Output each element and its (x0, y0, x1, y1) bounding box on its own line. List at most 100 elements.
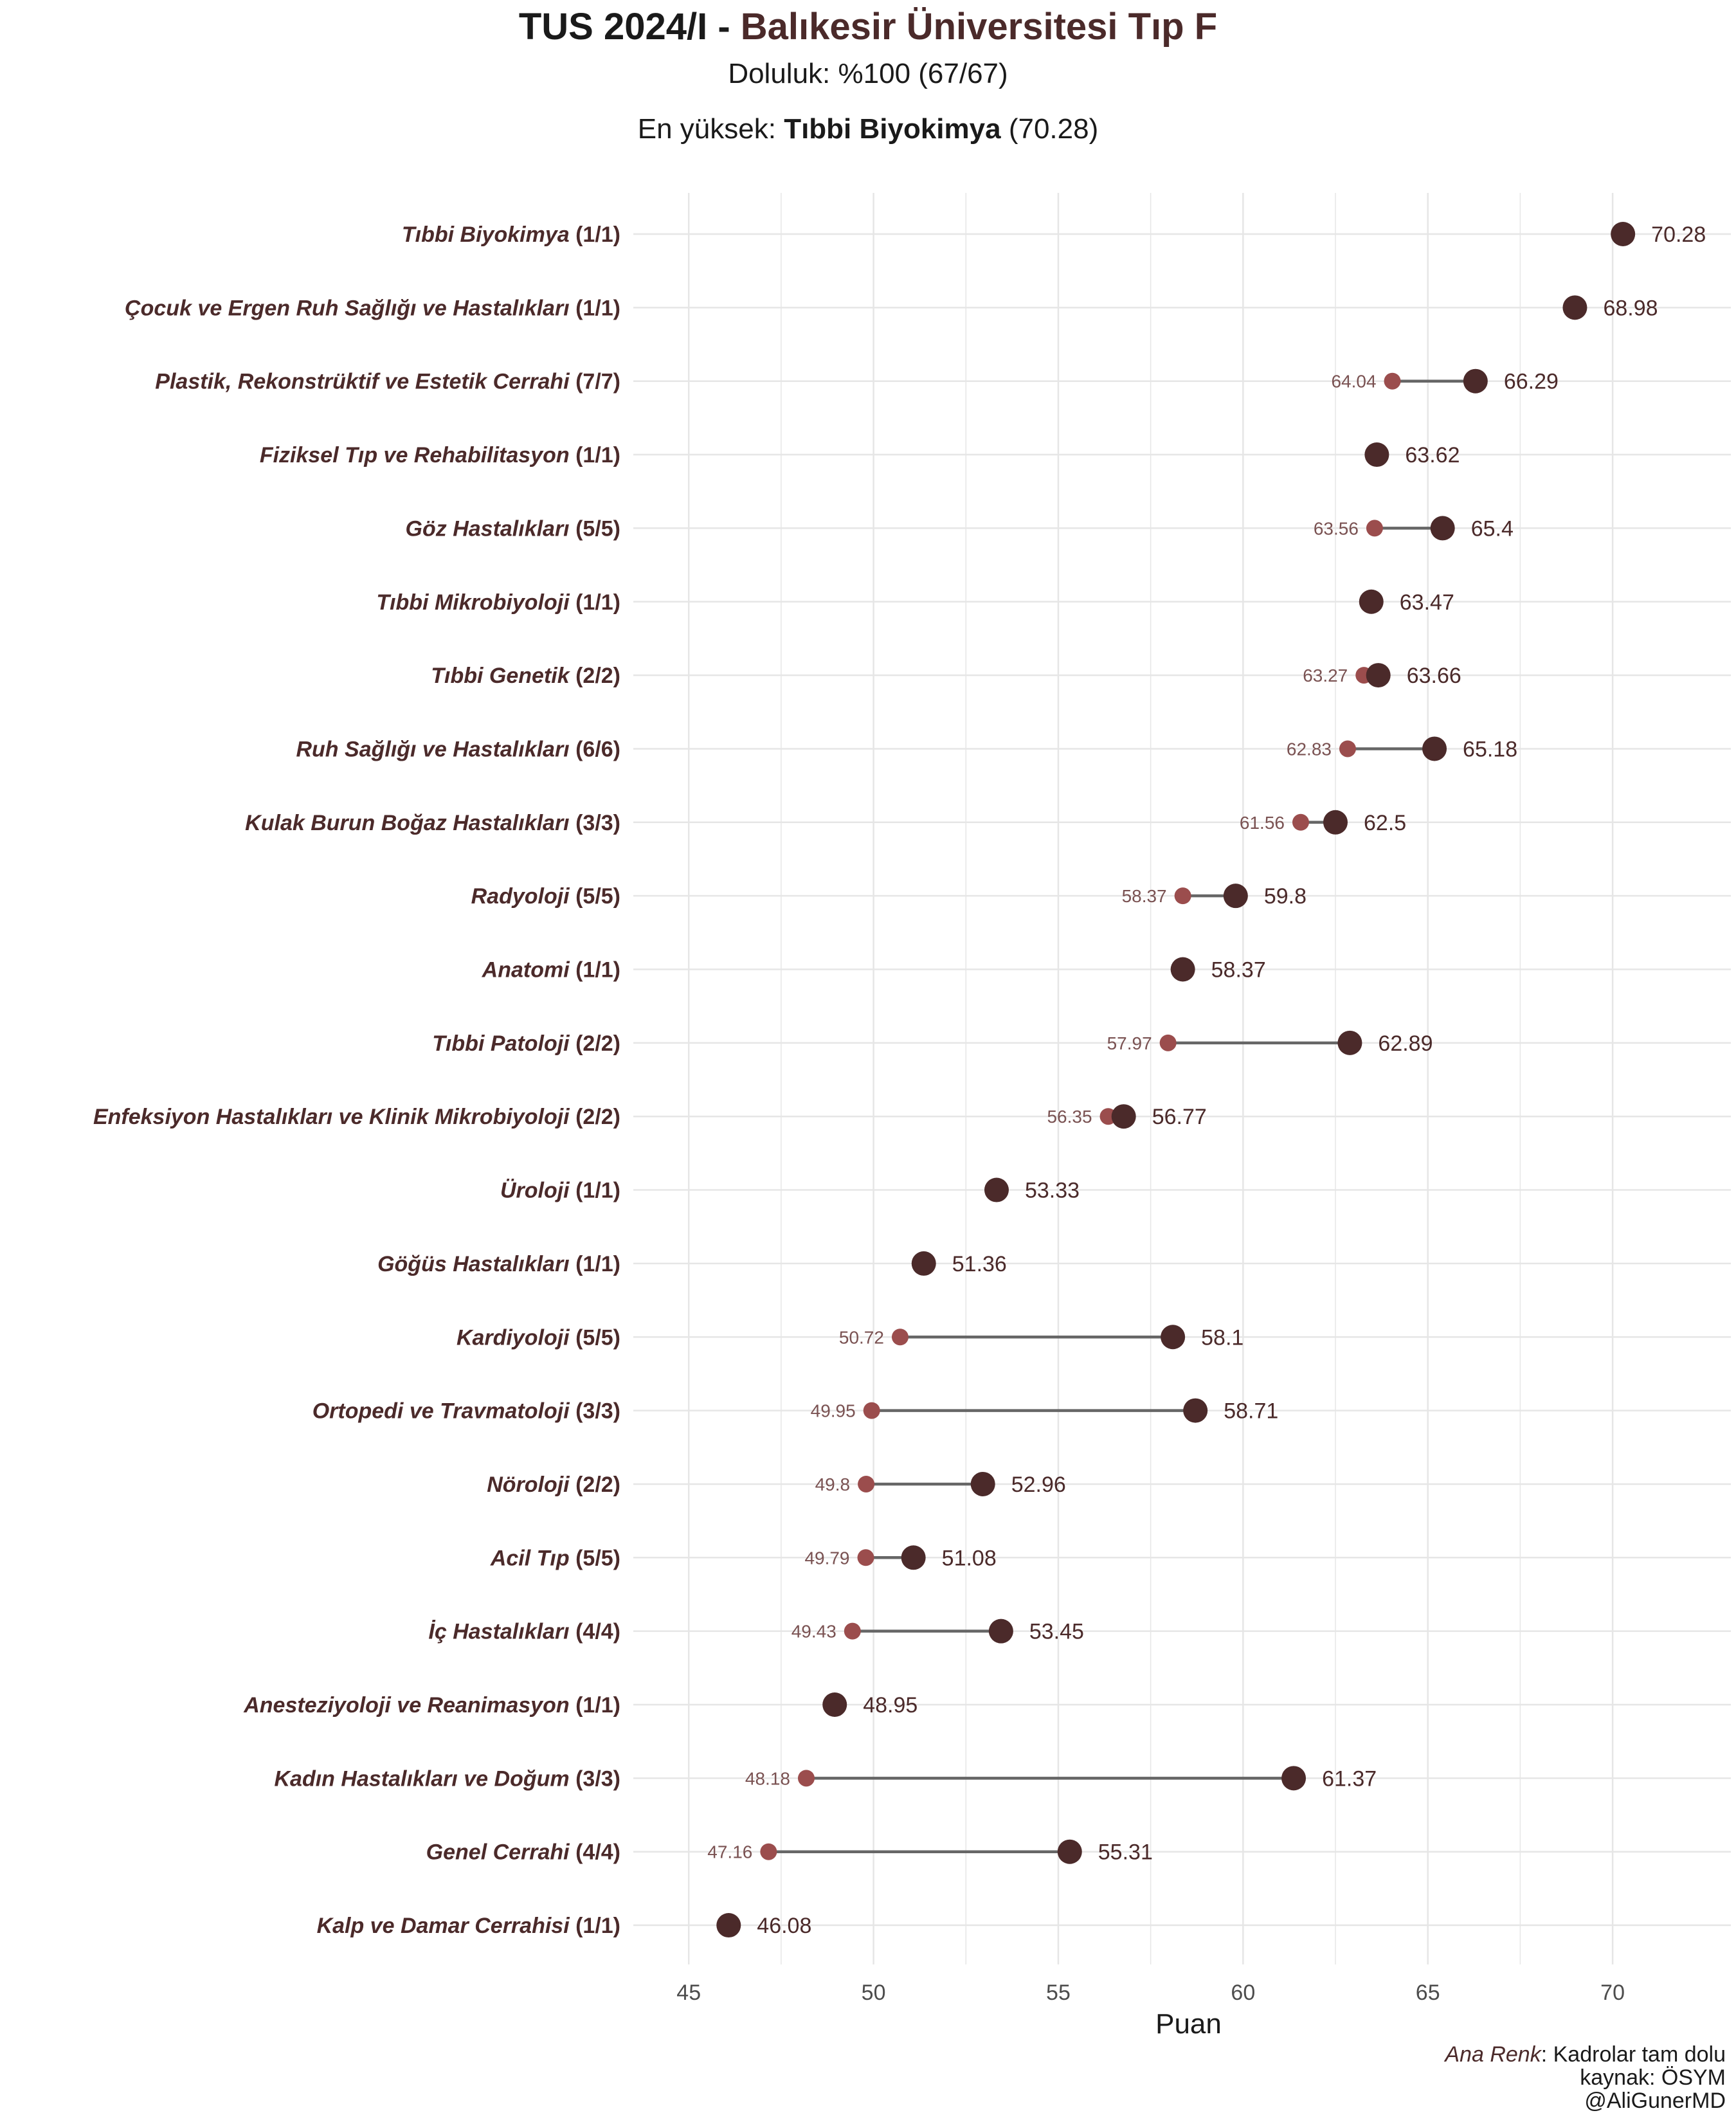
max-point (1161, 1325, 1186, 1350)
min-point (858, 1475, 875, 1492)
max-value-label: 61.37 (1322, 1766, 1377, 1791)
branch-quota: (5/5) (570, 884, 620, 909)
y-category-label: Kalp ve Damar Cerrahisi (1/1) (317, 1914, 620, 1938)
y-category-label: Tıbbi Genetik (2/2) (431, 664, 620, 688)
branch-name: Enfeksiyon Hastalıkları ve Klinik Mikrob… (93, 1105, 570, 1129)
branch-quota: (1/1) (570, 590, 620, 615)
y-category-label: Plastik, Rekonstrüktif ve Estetik Cerrah… (155, 370, 620, 394)
min-value-label: 63.56 (1314, 518, 1359, 538)
max-value-label: 63.62 (1405, 443, 1460, 467)
branch-quota: (1/1) (570, 1693, 620, 1718)
min-point (857, 1549, 874, 1566)
caption-ana-renk: Ana Renk (1445, 2042, 1541, 2067)
y-category-label: Nöroloji (2/2) (487, 1473, 620, 1497)
max-value-label: 63.66 (1407, 664, 1461, 688)
y-category-label: Çocuk ve Ergen Ruh Sağlığı ve Hastalıkla… (125, 296, 620, 320)
min-value-label: 50.72 (839, 1327, 884, 1347)
y-category-label: Enfeksiyon Hastalıkları ve Klinik Mikrob… (93, 1105, 620, 1129)
branch-name: Göz Hastalıkları (406, 516, 570, 541)
branch-quota: (4/4) (570, 1620, 620, 1644)
branch-name: Kardiyoloji (457, 1325, 570, 1350)
branch-quota: (2/2) (570, 1473, 620, 1497)
branch-name: Anesteziyoloji ve Reanimasyon (243, 1693, 569, 1718)
max-value-label: 55.31 (1098, 1840, 1153, 1865)
x-tick-label: 50 (862, 1981, 886, 2005)
max-value-label: 51.36 (952, 1252, 1007, 1276)
min-value-label: 47.16 (707, 1842, 752, 1862)
max-value-label: 52.96 (1011, 1473, 1066, 1497)
y-category-label: Anatomi (1/1) (482, 958, 620, 983)
y-category-label: Ortopedi ve Travmatoloji (3/3) (312, 1399, 620, 1424)
branch-quota: (3/3) (570, 811, 620, 835)
max-value-label: 53.33 (1025, 1179, 1080, 1203)
max-point (1337, 1030, 1362, 1055)
max-value-label: 58.1 (1201, 1325, 1243, 1350)
branch-name: Fiziksel Tıp ve Rehabilitasyon (260, 443, 570, 467)
branch-quota: (1/1) (570, 1252, 620, 1276)
max-value-label: 58.37 (1211, 958, 1266, 983)
max-point (970, 1471, 995, 1496)
y-category-label: Radyoloji (5/5) (471, 884, 620, 909)
max-point (716, 1913, 741, 1938)
min-value-label: 49.79 (804, 1548, 849, 1568)
y-category-label: İç Hastalıkları (4/4) (428, 1620, 620, 1644)
branch-name: Tıbbi Biyokimya (402, 222, 570, 247)
max-value-label: 58.71 (1224, 1399, 1278, 1424)
x-tick-label: 65 (1416, 1981, 1440, 2005)
min-value-label: 56.35 (1047, 1107, 1092, 1127)
min-value-label: 58.37 (1122, 886, 1167, 906)
branch-name: Kulak Burun Boğaz Hastalıkları (245, 811, 569, 835)
branch-quota: (1/1) (570, 1914, 620, 1938)
branch-quota: (2/2) (570, 1031, 620, 1056)
branch-quota: (7/7) (570, 370, 620, 394)
y-category-label: Tıbbi Mikrobiyoloji (1/1) (376, 590, 620, 615)
branch-name: Genel Cerrahi (426, 1840, 571, 1865)
caption-legend-note: Ana Renk: Kadrolar tam dolu (1445, 2042, 1726, 2067)
x-tick-label: 60 (1231, 1981, 1255, 2005)
min-value-label: 49.8 (815, 1474, 851, 1494)
min-value-label: 49.95 (811, 1401, 856, 1421)
max-point (1430, 516, 1455, 541)
y-category-label: Genel Cerrahi (4/4) (426, 1840, 620, 1865)
max-point (988, 1619, 1013, 1644)
max-point (1057, 1839, 1082, 1864)
min-value-label: 63.27 (1303, 666, 1348, 685)
branch-name: Tıbbi Mikrobiyoloji (376, 590, 570, 615)
branch-quota: (6/6) (570, 737, 620, 761)
y-category-label: Göğüs Hastalıkları (1/1) (377, 1252, 620, 1276)
branch-quota: (5/5) (570, 1325, 620, 1350)
max-point (1463, 368, 1488, 394)
branch-name: Plastik, Rekonstrüktif ve Estetik Cerrah… (155, 370, 570, 394)
min-value-label: 57.97 (1107, 1033, 1152, 1053)
max-point (1111, 1104, 1136, 1129)
x-axis-label: Puan (1155, 2008, 1222, 2040)
min-point (797, 1770, 815, 1787)
branch-name: Çocuk ve Ergen Ruh Sağlığı ve Hastalıkla… (125, 296, 570, 320)
min-value-label: 48.18 (745, 1768, 790, 1788)
min-point (1174, 887, 1191, 905)
max-value-label: 59.8 (1264, 884, 1307, 909)
branch-quota: (1/1) (570, 222, 620, 247)
branch-quota: (2/2) (570, 1105, 620, 1129)
max-value-label: 65.4 (1471, 516, 1514, 541)
min-point (1366, 520, 1383, 537)
y-category-label: Kardiyoloji (5/5) (457, 1325, 620, 1350)
max-point (1323, 810, 1348, 835)
y-category-label: Göz Hastalıkları (5/5) (406, 516, 620, 541)
branch-name: Tıbbi Genetik (431, 664, 570, 688)
max-point (822, 1692, 847, 1717)
max-point (1364, 442, 1389, 467)
branch-name: Üroloji (500, 1179, 570, 1203)
branch-quota: (1/1) (570, 1179, 620, 1203)
branch-quota: (3/3) (570, 1399, 620, 1424)
y-category-label: Tıbbi Patoloji (2/2) (432, 1031, 620, 1056)
branch-name: Tıbbi Patoloji (432, 1031, 570, 1056)
min-point (1159, 1034, 1177, 1051)
max-value-label: 66.29 (1504, 370, 1559, 394)
max-value-label: 65.18 (1463, 737, 1517, 761)
branch-quota: (1/1) (570, 958, 620, 983)
x-tick-label: 70 (1600, 1981, 1625, 2005)
branch-quota: (1/1) (570, 443, 620, 467)
max-value-label: 70.28 (1651, 222, 1706, 247)
